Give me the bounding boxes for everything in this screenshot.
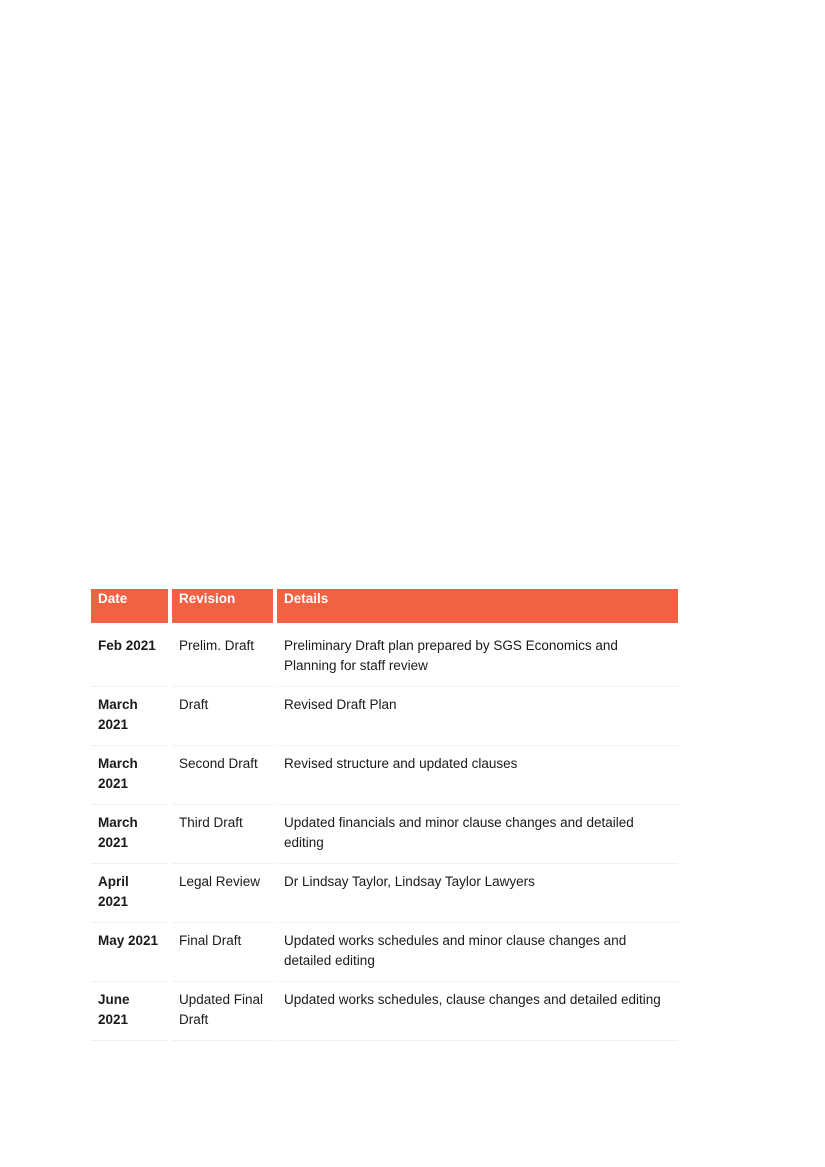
revision-history-table: Date Revision Details Feb 2021 Prelim. Dr… [91, 589, 678, 1041]
date-cell: Feb 2021 [91, 628, 168, 687]
table-row: April 2021 Legal Review Dr Lindsay Taylor,… [91, 864, 678, 923]
details-cell: Revised Draft Plan [277, 687, 678, 746]
table-row: March 2021 Draft Revised Draft Plan [91, 687, 678, 746]
details-cell: Updated works schedules and minor clause… [277, 923, 678, 982]
details-cell: Updated works schedules, clause changes … [277, 982, 678, 1041]
revision-cell: Third Draft [172, 805, 273, 864]
table-row: March 2021 Third Draft Updated financials … [91, 805, 678, 864]
revision-cell: Prelim. Draft [172, 628, 273, 687]
header-details: Details [277, 589, 678, 623]
table-row: May 2021 Final Draft Updated works schedul… [91, 923, 678, 982]
date-cell: June 2021 [91, 982, 168, 1041]
details-cell: Dr Lindsay Taylor, Lindsay Taylor Lawyer… [277, 864, 678, 923]
table-row: March 2021 Second Draft Revised structure … [91, 746, 678, 805]
revision-cell: Draft [172, 687, 273, 746]
details-cell: Updated financials and minor clause chan… [277, 805, 678, 864]
revision-cell: Second Draft [172, 746, 273, 805]
table-header-row: Date Revision Details [91, 589, 678, 623]
revision-cell: Final Draft [172, 923, 273, 982]
date-cell: March 2021 [91, 805, 168, 864]
date-cell: March 2021 [91, 687, 168, 746]
date-cell: May 2021 [91, 923, 168, 982]
date-cell: March 2021 [91, 746, 168, 805]
table-row: June 2021 Updated Final Draft Updated work… [91, 982, 678, 1041]
date-cell: April 2021 [91, 864, 168, 923]
details-cell: Preliminary Draft plan prepared by SGS E… [277, 628, 678, 687]
details-cell: Revised structure and updated clauses [277, 746, 678, 805]
revision-cell: Legal Review [172, 864, 273, 923]
table-row: Feb 2021 Prelim. Draft Preliminary Draft p… [91, 628, 678, 687]
header-date: Date [91, 589, 168, 623]
revision-cell: Updated Final Draft [172, 982, 273, 1041]
header-revision: Revision [172, 589, 273, 623]
